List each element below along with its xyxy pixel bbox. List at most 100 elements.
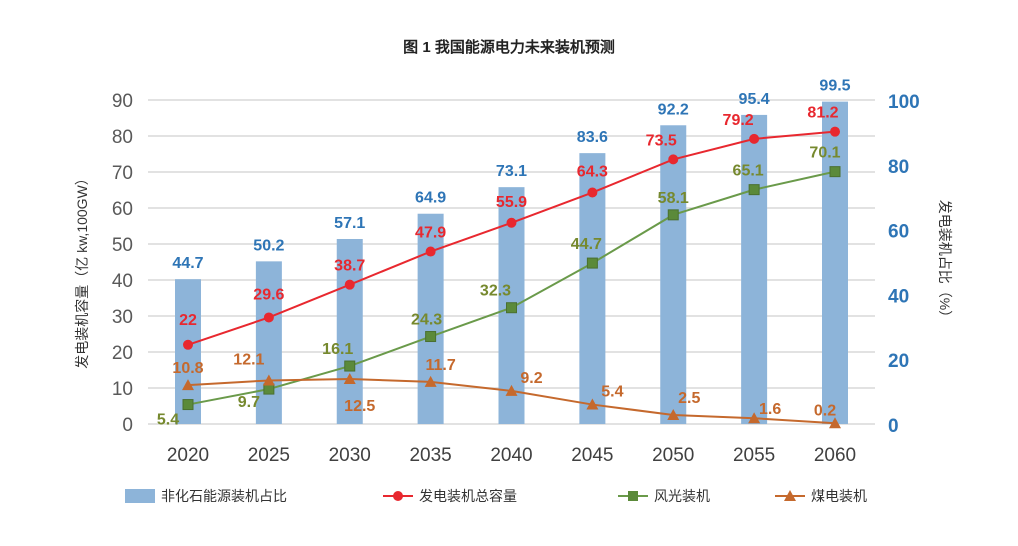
y-tick-label-right: 0	[888, 416, 899, 437]
y-tick-label-right: 100	[888, 92, 920, 113]
line-data-label: 16.1	[322, 341, 353, 358]
line-data-label: 44.7	[571, 236, 602, 253]
legend-circle-icon	[383, 489, 413, 503]
y-tick-label-right: 20	[888, 351, 909, 372]
data-point-triangle	[748, 412, 761, 424]
data-point-square	[586, 257, 598, 269]
data-point-circle	[830, 126, 840, 137]
bar-data-label: 50.2	[253, 237, 284, 254]
y-axis-left-label: 发电装机容量（亿 kw,100GW）	[74, 171, 90, 369]
legend-square-icon	[618, 489, 648, 503]
bar-data-label: 99.5	[819, 78, 850, 95]
data-point-circle	[587, 187, 598, 198]
line-data-label: 0.2	[814, 402, 836, 419]
data-point-circle	[183, 339, 193, 350]
y-tick-label-left: 90	[112, 91, 133, 112]
data-point-triangle	[424, 375, 437, 387]
bar-data-label: 57.1	[334, 215, 365, 232]
chart-title: 图 1 我国能源电力未来装机预测	[403, 39, 615, 56]
line-data-label: 5.4	[601, 384, 623, 401]
line-data-label: 10.8	[172, 360, 203, 377]
y-tick-label-right: 40	[888, 286, 909, 307]
line-data-label: 1.6	[759, 401, 781, 418]
y-tick-label-left: 80	[112, 127, 133, 148]
y-tick-label-left: 10	[112, 379, 133, 400]
data-point-square	[425, 331, 437, 343]
y-tick-label-left: 60	[112, 199, 133, 220]
line-data-label: 47.9	[415, 225, 446, 242]
bar	[336, 238, 363, 424]
line-data-label: 11.7	[425, 357, 455, 374]
x-tick-label: 2055	[733, 445, 775, 466]
legend-item: 煤电装机	[775, 486, 867, 506]
line-data-label: 2.5	[678, 390, 700, 407]
line-data-label: 29.6	[253, 286, 284, 303]
bar	[660, 125, 687, 424]
data-point-triangle	[343, 373, 356, 384]
data-point-square	[506, 302, 517, 314]
data-point-square	[344, 360, 356, 372]
data-point-circle	[263, 312, 274, 323]
data-point-triangle	[182, 379, 194, 391]
data-point-square	[263, 383, 275, 395]
line-data-label: 12.5	[344, 398, 375, 415]
bar-data-label: 83.6	[577, 129, 608, 146]
line-data-label: 55.9	[496, 194, 527, 211]
line-data-label: 22	[179, 312, 197, 329]
legend: 非化石能源装机占比 发电装机总容量 风光装机 煤电装机	[0, 486, 1018, 506]
x-tick-label: 2020	[167, 445, 209, 466]
data-point-circle	[506, 217, 517, 228]
line-data-label: 65.1	[733, 163, 764, 180]
x-tick-label: 2050	[652, 445, 694, 466]
x-tick-label: 2060	[814, 445, 856, 466]
legend-item: 风光装机	[618, 486, 710, 506]
bar-data-label: 64.9	[415, 190, 446, 207]
line-data-label: 32.3	[480, 283, 511, 300]
data-point-circle	[749, 133, 760, 144]
line-data-label: 79.2	[723, 112, 754, 129]
y-tick-label-left: 20	[112, 343, 133, 364]
x-tick-label: 2025	[248, 445, 290, 466]
legend-triangle-icon	[775, 489, 805, 503]
bar-data-label: 95.4	[739, 91, 770, 108]
bar-data-label: 44.7	[172, 255, 203, 272]
y-axis-right-label: 发电装机占比（%）	[937, 199, 953, 325]
data-point-circle	[344, 279, 355, 290]
line-data-label: 58.1	[658, 190, 689, 207]
y-tick-label-right: 60	[888, 222, 909, 243]
data-point-square	[667, 209, 679, 221]
line-data-label: 9.7	[238, 394, 260, 411]
y-tick-label-right: 80	[888, 157, 909, 178]
data-point-square	[182, 399, 194, 411]
data-point-square	[748, 184, 760, 196]
bar	[255, 261, 282, 424]
legend-label: 风光装机	[654, 488, 710, 504]
bar	[579, 153, 606, 425]
bar	[822, 101, 848, 425]
line-data-label: 70.1	[809, 145, 840, 162]
data-point-circle	[425, 246, 436, 257]
legend-item: 非化石能源装机占比	[125, 486, 287, 506]
bar	[741, 114, 768, 425]
data-point-square	[829, 166, 841, 178]
line-data-label: 64.3	[577, 164, 608, 181]
data-point-triangle	[505, 384, 518, 396]
y-tick-label-left: 0	[122, 415, 133, 436]
line-data-label: 5.4	[157, 412, 179, 429]
y-tick-label-left: 30	[112, 307, 133, 328]
y-tick-label-left: 70	[112, 163, 133, 184]
data-point-triangle	[667, 409, 680, 420]
data-point-triangle	[829, 417, 841, 429]
line-data-label: 9.2	[520, 370, 542, 387]
bar-data-label: 73.1	[496, 163, 527, 180]
line-data-label: 73.5	[646, 132, 677, 149]
legend-bar-icon	[125, 489, 155, 503]
data-point-circle	[668, 154, 679, 165]
y-tick-label-left: 50	[112, 235, 133, 256]
x-tick-label: 2035	[409, 445, 451, 466]
bar-data-label: 92.2	[658, 101, 689, 118]
legend-item: 发电装机总容量	[383, 486, 517, 506]
x-tick-label: 2040	[490, 445, 532, 466]
